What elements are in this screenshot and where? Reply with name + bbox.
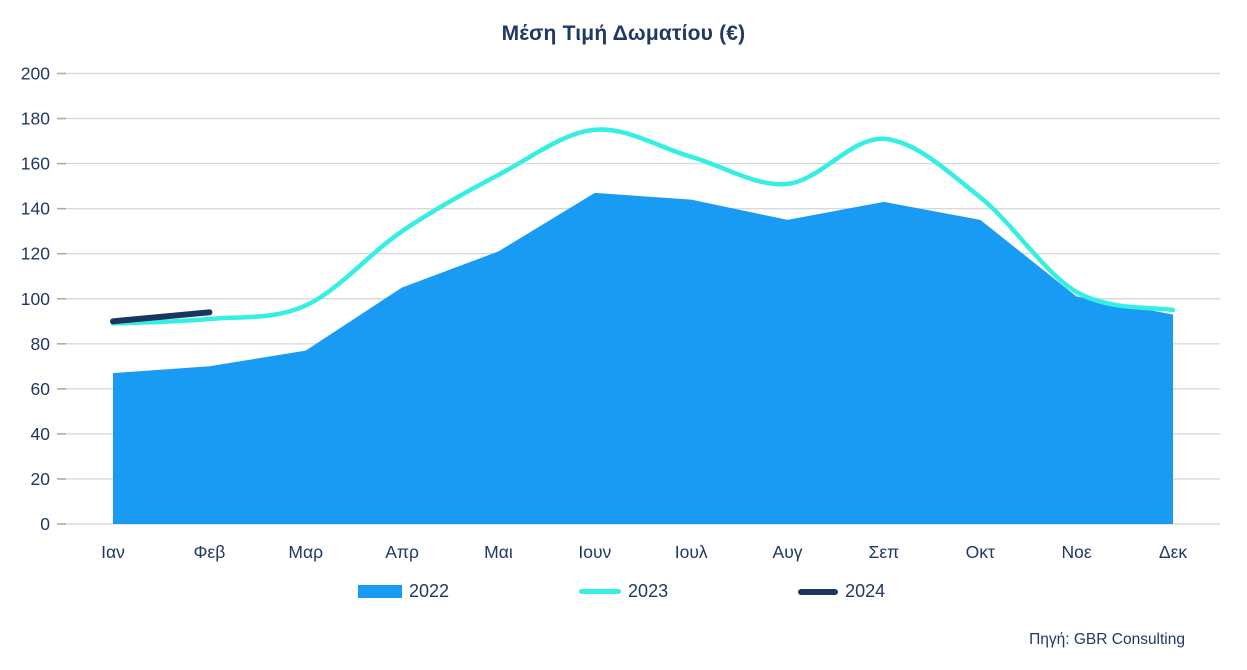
chart-canvas: 0 20 40 60 80 100 120 140 160 180 200 Ιαν Φεβ Μαρ Απρ Μ… bbox=[21, 64, 1220, 562]
legend-item-2023: 2023 bbox=[579, 581, 668, 602]
x-axis-label: Δεκ bbox=[1159, 542, 1187, 562]
legend-item-2024: 2024 bbox=[798, 581, 885, 602]
x-axis-label: Σεπ bbox=[869, 542, 900, 562]
series-2023-line bbox=[110, 127, 1176, 326]
x-axis-label: Ιουλ bbox=[675, 542, 708, 562]
y-axis-label: 120 bbox=[21, 244, 50, 264]
x-axis-label: Αυγ bbox=[773, 542, 803, 562]
source-note: Πηγή: GBR Consulting bbox=[1029, 631, 1185, 648]
y-axis-label: 0 bbox=[40, 514, 50, 534]
x-axis-label: Μαρ bbox=[288, 542, 323, 562]
series-2022-area bbox=[113, 192, 1173, 524]
legend-label-2024: 2024 bbox=[845, 581, 886, 601]
x-axis-label: Ιουν bbox=[578, 542, 611, 562]
legend-swatch-2023-line bbox=[579, 589, 622, 594]
y-axis-label: 180 bbox=[21, 109, 50, 129]
x-axis-label: Ιαν bbox=[101, 542, 125, 562]
legend-label-2022: 2022 bbox=[409, 581, 450, 601]
y-axis-label: 20 bbox=[31, 469, 51, 489]
legend-label-2023: 2023 bbox=[628, 581, 669, 601]
y-axis-label: 40 bbox=[31, 424, 51, 444]
y-axis-label: 140 bbox=[21, 199, 50, 219]
x-axis-label: Μαι bbox=[484, 542, 513, 562]
y-axis-label: 80 bbox=[31, 334, 51, 354]
x-axis-label: Νοε bbox=[1062, 542, 1092, 562]
chart-legend: 2022 2023 2024 bbox=[358, 581, 885, 602]
y-axis-label: 200 bbox=[21, 64, 50, 84]
x-axis-label: Απρ bbox=[385, 542, 419, 562]
chart-title: Μέση Τιμή Δωματίου (€) bbox=[501, 22, 746, 45]
y-axis-label: 60 bbox=[31, 379, 51, 399]
series-2024-line bbox=[110, 309, 213, 325]
y-axis-label: 100 bbox=[21, 289, 50, 309]
legend-swatch-2024-line bbox=[798, 588, 839, 595]
y-axis-label: 160 bbox=[21, 154, 50, 174]
legend-item-2022: 2022 bbox=[358, 581, 449, 602]
x-axis-label: Οκτ bbox=[966, 542, 995, 562]
x-axis-label: Φεβ bbox=[193, 542, 225, 562]
legend-swatch-2022-area bbox=[358, 585, 402, 598]
